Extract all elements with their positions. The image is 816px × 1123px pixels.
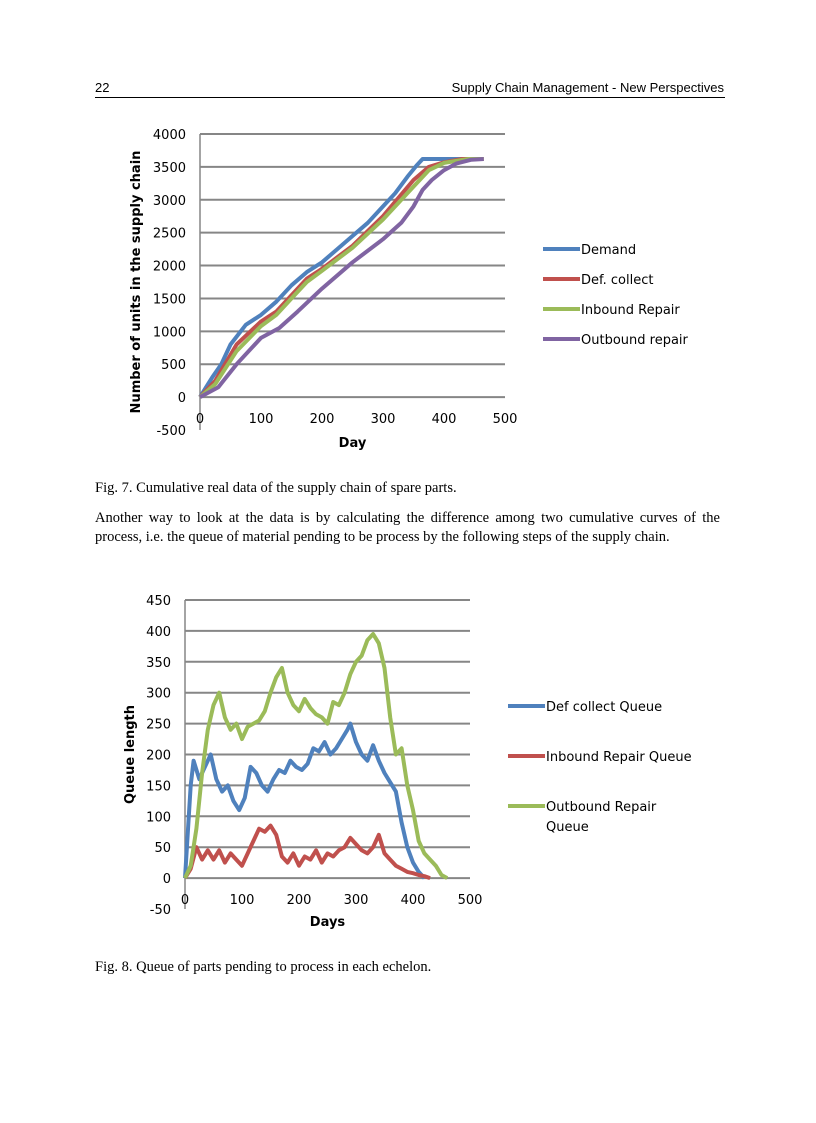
y-tick-label: 0 bbox=[163, 872, 171, 887]
y-tick-label: 4000 bbox=[153, 128, 186, 143]
series-line-2 bbox=[183, 823, 431, 880]
y-tick-label: -500 bbox=[156, 424, 186, 439]
legend-label: Inbound Repair bbox=[581, 303, 680, 318]
x-tick-label: 0 bbox=[196, 412, 204, 427]
series-line-1 bbox=[183, 721, 426, 880]
y-tick-label: 500 bbox=[161, 358, 186, 373]
y-tick-label: 150 bbox=[146, 779, 171, 794]
y-tick-label: 1500 bbox=[153, 292, 186, 307]
x-tick-label: 500 bbox=[458, 893, 483, 908]
x-tick-label: 200 bbox=[287, 893, 312, 908]
chart-cumulative: -500 0 500 1000 1500 2000 2500 3000 3500 4000 0 100… bbox=[129, 128, 689, 451]
x-tick-label: 300 bbox=[344, 893, 369, 908]
x-tick-label: 500 bbox=[493, 412, 518, 427]
legend-label: Outbound Repair Queue bbox=[546, 800, 657, 835]
x-axis-title: Day bbox=[339, 436, 367, 451]
x-tick-label: 0 bbox=[181, 893, 189, 908]
y-tick-label: 50 bbox=[154, 841, 171, 856]
x-tick-label: 200 bbox=[310, 412, 335, 427]
y-tick-label: 3000 bbox=[153, 194, 186, 209]
body-paragraph: Another way to look at the data is by ca… bbox=[95, 510, 720, 545]
header-rule bbox=[95, 97, 725, 98]
series-line-4 bbox=[199, 157, 484, 399]
legend-label: Def. collect bbox=[581, 273, 653, 288]
y-axis-title: Queue length bbox=[123, 705, 138, 804]
page-number: 22 bbox=[95, 80, 110, 95]
y-axis-title: Number of units in the supply chain bbox=[129, 151, 144, 414]
x-tick-label: 100 bbox=[230, 893, 255, 908]
y-tick-label: 350 bbox=[146, 656, 171, 671]
legend-label: Demand bbox=[581, 243, 636, 258]
x-tick-label: 100 bbox=[249, 412, 274, 427]
x-tick-label: 400 bbox=[432, 412, 457, 427]
figure-8-caption: Fig. 8. Queue of parts pending to proces… bbox=[95, 959, 432, 975]
legend-label: Outbound repair bbox=[581, 333, 689, 348]
legend-label: Def collect Queue bbox=[546, 700, 662, 715]
y-tick-label: 2000 bbox=[153, 260, 186, 275]
legend-label: Inbound Repair Queue bbox=[546, 750, 692, 765]
y-tick-label: 300 bbox=[146, 687, 171, 702]
y-tick-label: 450 bbox=[146, 594, 171, 609]
y-tick-label: -50 bbox=[150, 903, 171, 918]
y-tick-label: 1000 bbox=[153, 325, 186, 340]
y-tick-label: 250 bbox=[146, 718, 171, 733]
y-tick-label: 100 bbox=[146, 810, 171, 825]
y-tick-label: 0 bbox=[178, 391, 186, 406]
series-line-3 bbox=[198, 157, 484, 399]
y-tick-label: 2500 bbox=[153, 227, 186, 242]
x-axis-title: Days bbox=[310, 915, 346, 930]
y-tick-label: 200 bbox=[146, 749, 171, 764]
x-tick-label: 400 bbox=[401, 893, 426, 908]
x-tick-label: 300 bbox=[371, 412, 396, 427]
series-line-3 bbox=[183, 632, 449, 880]
y-tick-label: 3500 bbox=[153, 161, 186, 176]
running-title: Supply Chain Management - New Perspectiv… bbox=[451, 80, 724, 95]
y-tick-label: 400 bbox=[146, 625, 171, 640]
series-line-1 bbox=[198, 157, 484, 399]
figure-7-caption: Fig. 7. Cumulative real data of the supp… bbox=[95, 480, 457, 496]
